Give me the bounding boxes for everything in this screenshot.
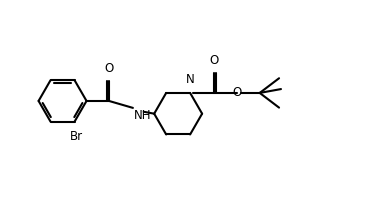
- Text: Br: Br: [70, 130, 83, 143]
- Text: NH: NH: [134, 109, 152, 122]
- Text: O: O: [232, 87, 241, 99]
- Text: O: O: [210, 54, 219, 67]
- Text: O: O: [104, 62, 114, 75]
- Text: N: N: [186, 73, 194, 86]
